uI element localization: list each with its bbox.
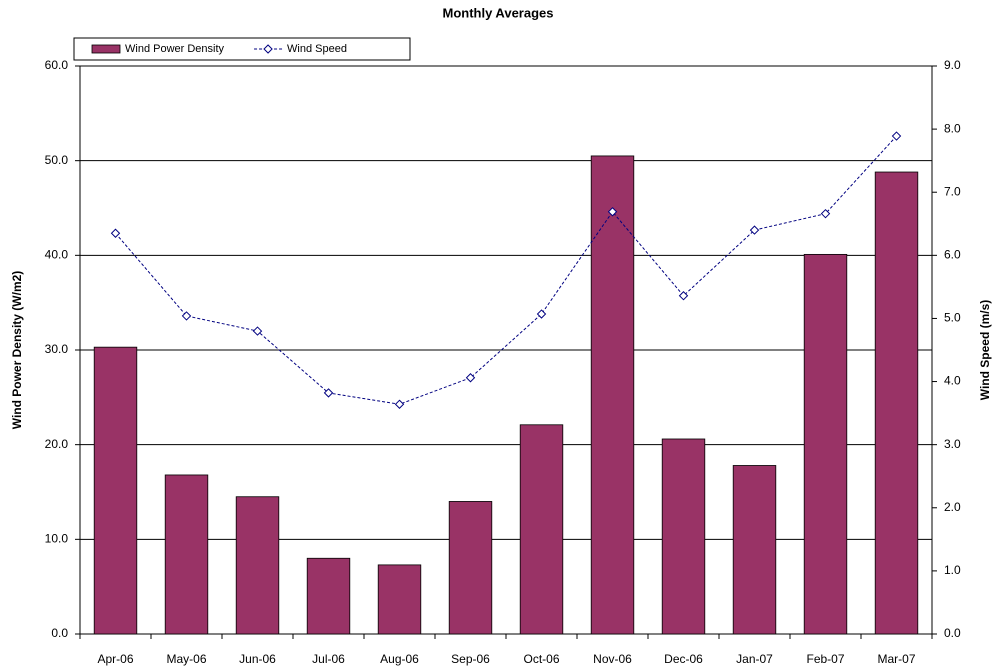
- bar: [306, 557, 351, 635]
- y2-tick-label: 4.0: [944, 374, 961, 388]
- marker: [678, 291, 689, 301]
- legend-marker: [263, 44, 273, 54]
- bar: [377, 564, 422, 635]
- y2-axis-title: Wind Speed (m/s): [978, 300, 992, 401]
- x-tick-label: Jul-06: [312, 652, 345, 666]
- legend-label: Wind Power Density: [125, 43, 225, 55]
- legend-box: [73, 37, 411, 61]
- marker: [607, 207, 618, 217]
- y2-tick-label: 7.0: [944, 184, 961, 198]
- marker: [536, 309, 547, 319]
- marker: [252, 326, 263, 336]
- y-tick-label: 10.0: [45, 532, 69, 546]
- x-tick-label: Oct-06: [523, 652, 559, 666]
- bar: [874, 171, 919, 635]
- x-tick-label: Apr-06: [97, 652, 133, 666]
- y-tick-label: 50.0: [45, 153, 69, 167]
- y-tick-label: 0.0: [51, 626, 68, 640]
- marker: [394, 399, 405, 409]
- x-tick-label: May-06: [166, 652, 206, 666]
- x-tick-label: Mar-07: [877, 652, 915, 666]
- marker: [820, 208, 831, 219]
- y2-tick-label: 2.0: [944, 500, 961, 514]
- marker: [323, 388, 334, 398]
- y2-tick-label: 6.0: [944, 248, 961, 262]
- y-tick-label: 30.0: [45, 342, 69, 356]
- bar: [661, 438, 706, 635]
- y-tick-label: 60.0: [45, 58, 69, 72]
- y-tick-label: 20.0: [45, 437, 69, 451]
- x-tick-label: Feb-07: [806, 652, 844, 666]
- bar: [732, 465, 777, 635]
- marker: [110, 228, 121, 238]
- y2-tick-label: 0.0: [944, 626, 961, 640]
- legend-label: Wind Speed: [287, 43, 347, 55]
- y2-tick-label: 3.0: [944, 437, 961, 451]
- y-axis-title: Wind Power Density (W/m2): [10, 271, 24, 430]
- marker: [891, 131, 902, 141]
- marker: [465, 373, 476, 383]
- marker: [181, 311, 192, 321]
- bar: [519, 424, 564, 635]
- legend-swatch: [91, 44, 121, 54]
- bar: [803, 253, 848, 635]
- x-tick-label: Sep-06: [451, 652, 490, 666]
- y2-tick-label: 1.0: [944, 563, 961, 577]
- bar: [164, 474, 209, 635]
- x-tick-label: Dec-06: [664, 652, 703, 666]
- y2-tick-label: 5.0: [944, 311, 961, 325]
- bar: [93, 346, 138, 635]
- bar: [235, 496, 280, 635]
- y2-tick-label: 9.0: [944, 58, 961, 72]
- bar: [590, 155, 635, 635]
- chart-title: Monthly Averages: [442, 5, 553, 20]
- y2-tick-label: 8.0: [944, 121, 961, 135]
- x-tick-label: Jan-07: [736, 652, 773, 666]
- bar: [448, 501, 493, 635]
- line: [115, 135, 897, 405]
- y-tick-label: 40.0: [45, 248, 69, 262]
- x-tick-label: Jun-06: [239, 652, 276, 666]
- x-tick-label: Nov-06: [593, 652, 632, 666]
- marker: [749, 225, 760, 235]
- x-tick-label: Aug-06: [380, 652, 419, 666]
